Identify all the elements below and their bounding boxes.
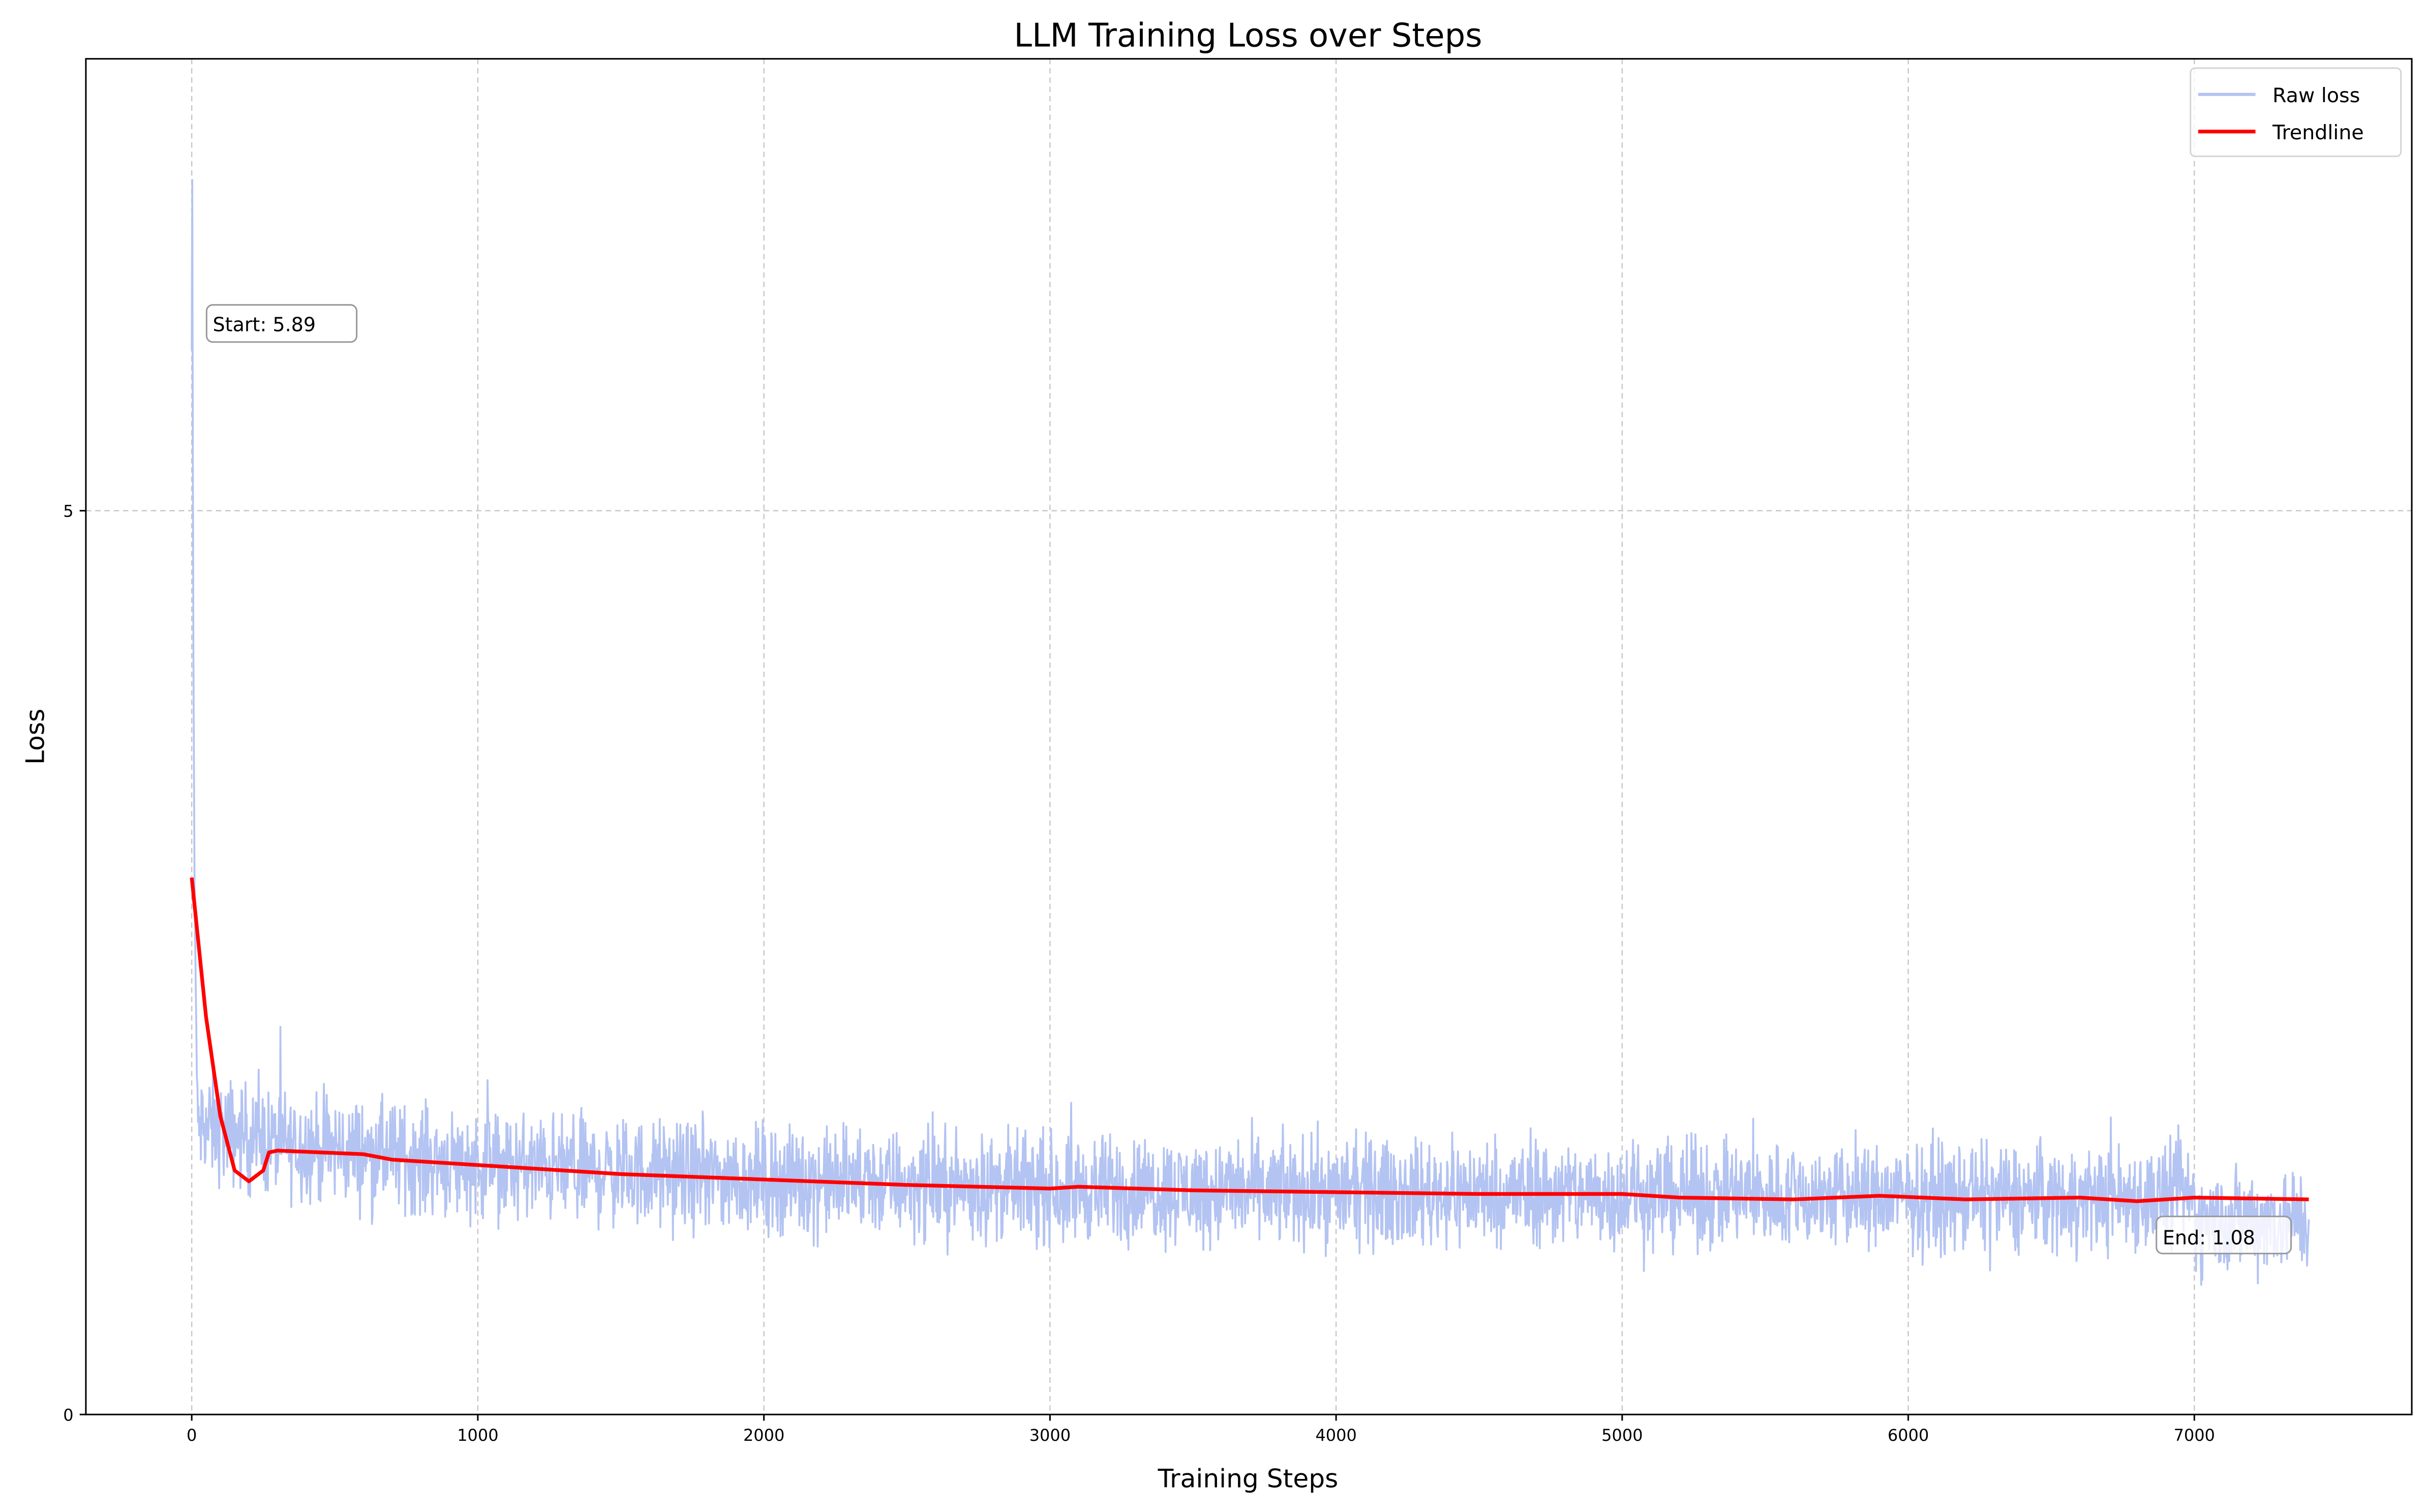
x-tick-label: 2000 bbox=[743, 1426, 784, 1445]
annotation-end-text: End: 1.08 bbox=[2163, 1226, 2255, 1249]
y-tick-label: 5 bbox=[63, 502, 73, 521]
x-tick-label: 4000 bbox=[1315, 1426, 1356, 1445]
legend-label-raw-loss: Raw loss bbox=[2272, 84, 2360, 107]
annotation-end: End: 1.08 bbox=[2156, 1216, 2292, 1255]
y-tick-label: 0 bbox=[63, 1405, 73, 1425]
x-axis-label: Training Steps bbox=[1158, 1463, 1339, 1493]
plot-area bbox=[190, 179, 2310, 1286]
plot-frame bbox=[85, 58, 2413, 1415]
x-tick-label: 6000 bbox=[1888, 1426, 1929, 1445]
x-axis: 0 1000 2000 3000 4000 5000 6000 7000 bbox=[187, 1414, 2215, 1445]
x-tick-label: 5000 bbox=[1601, 1426, 1643, 1445]
legend: Raw loss Trendline bbox=[2190, 67, 2402, 157]
x-tick-label: 0 bbox=[187, 1426, 197, 1445]
annotation-start: Start: 5.89 bbox=[205, 304, 358, 343]
series-trendline bbox=[190, 877, 2310, 1203]
y-axis-label: Loss bbox=[20, 709, 50, 765]
series-raw-loss bbox=[191, 179, 2310, 1286]
x-tick-label: 3000 bbox=[1029, 1426, 1071, 1445]
annotation-start-text: Start: 5.89 bbox=[213, 313, 316, 336]
x-tick-label: 7000 bbox=[2174, 1426, 2215, 1445]
y-axis: 05 bbox=[63, 502, 86, 1425]
x-tick-label: 1000 bbox=[457, 1426, 498, 1445]
legend-label-trendline: Trendline bbox=[2272, 121, 2364, 144]
chart-title: LLM Training Loss over Steps bbox=[1014, 17, 1482, 54]
